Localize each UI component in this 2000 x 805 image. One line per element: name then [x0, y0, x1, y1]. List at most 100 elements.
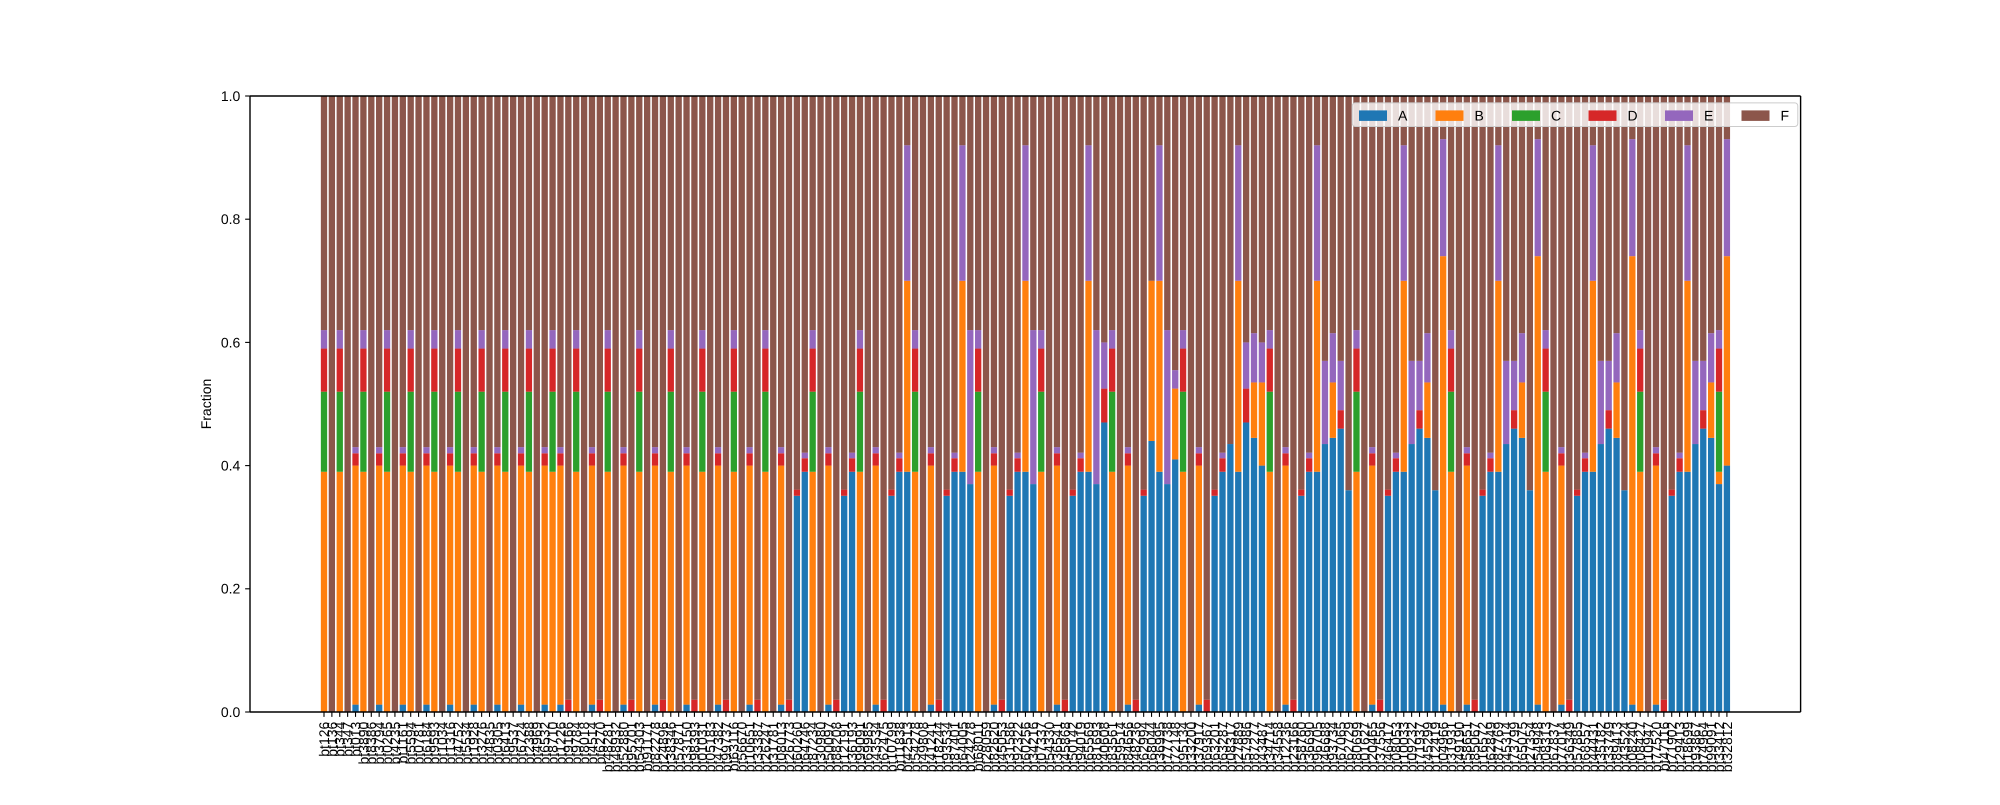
svg-text:bt36541: bt36541	[1049, 721, 1065, 772]
svg-text:bt50142: bt50142	[1065, 721, 1081, 772]
svg-text:bt45053: bt45053	[994, 721, 1010, 772]
svg-text:bt54330: bt54330	[1041, 721, 1057, 772]
svg-text:bt32812: bt32812	[1719, 721, 1735, 772]
svg-text:bt87234: bt87234	[805, 721, 821, 772]
svg-text:A: A	[1398, 108, 1408, 124]
svg-text:bt94019: bt94019	[1073, 721, 1089, 772]
svg-text:bt82620: bt82620	[986, 721, 1002, 772]
svg-text:bt6184: bt6184	[418, 721, 434, 764]
svg-text:bt49190: bt49190	[1451, 721, 1467, 772]
svg-text:bt99091: bt99091	[1703, 721, 1719, 772]
svg-text:bt24278: bt24278	[962, 721, 978, 772]
svg-text:bt6724: bt6724	[513, 721, 529, 764]
svg-text:bt08313: bt08313	[1538, 721, 1554, 772]
svg-text:bt10651: bt10651	[742, 721, 758, 772]
svg-text:bt63201: bt63201	[1207, 721, 1223, 772]
svg-text:bt93534: bt93534	[939, 721, 955, 772]
svg-text:bt49808: bt49808	[915, 721, 931, 772]
svg-text:bt6270: bt6270	[592, 721, 608, 764]
svg-text:bt65075: bt65075	[1514, 721, 1530, 772]
svg-text:bt34714: bt34714	[1262, 721, 1278, 772]
svg-text:bt33387: bt33387	[749, 721, 765, 772]
svg-text:D: D	[1628, 108, 1638, 124]
svg-text:bt30980: bt30980	[812, 721, 828, 772]
svg-text:bt12191: bt12191	[836, 721, 852, 772]
svg-text:bt59514: bt59514	[1112, 721, 1128, 772]
svg-text:bt95701: bt95701	[623, 721, 639, 772]
svg-text:bt47382: bt47382	[710, 721, 726, 772]
svg-text:bt4752: bt4752	[450, 721, 466, 764]
svg-text:bt344: bt344	[332, 721, 348, 756]
svg-text:bt45299: bt45299	[1419, 721, 1435, 772]
svg-text:bt27889: bt27889	[1230, 721, 1246, 772]
svg-text:bt52880: bt52880	[615, 721, 631, 772]
svg-text:bt87401: bt87401	[946, 721, 962, 772]
svg-text:bt18244: bt18244	[931, 721, 947, 772]
svg-text:bt62729: bt62729	[1340, 721, 1356, 772]
svg-text:bt37556: bt37556	[1372, 721, 1388, 772]
svg-text:bt31586: bt31586	[1002, 721, 1018, 772]
svg-text:bt1034: bt1034	[434, 721, 450, 764]
svg-text:bt136: bt136	[324, 721, 340, 756]
svg-text:F: F	[1781, 108, 1790, 124]
svg-text:bt71902: bt71902	[1664, 721, 1680, 772]
svg-text:bt54278: bt54278	[907, 721, 923, 772]
svg-text:bt99737: bt99737	[718, 721, 734, 772]
svg-text:bt77738: bt77738	[1159, 721, 1175, 772]
svg-text:bt47116: bt47116	[1656, 721, 1672, 771]
svg-text:bt8710: bt8710	[544, 721, 560, 764]
svg-text:bt60260: bt60260	[789, 721, 805, 772]
svg-text:bt26773: bt26773	[781, 721, 797, 772]
svg-text:bt08053: bt08053	[1388, 721, 1404, 772]
svg-text:bt71937: bt71937	[1411, 721, 1427, 772]
svg-text:bt11838: bt11838	[891, 721, 907, 771]
svg-text:bt23166: bt23166	[1285, 721, 1301, 772]
svg-text:bt9784: bt9784	[568, 721, 584, 764]
svg-text:bt98393: bt98393	[686, 721, 702, 772]
svg-text:bt63287: bt63287	[1214, 721, 1230, 772]
svg-text:bt04966: bt04966	[1435, 721, 1451, 772]
svg-text:Fraction: Fraction	[198, 379, 214, 430]
svg-text:bt28059: bt28059	[978, 721, 994, 772]
svg-text:bt77014: bt77014	[1553, 721, 1569, 772]
svg-text:bt126: bt126	[316, 721, 332, 756]
svg-text:0.6: 0.6	[221, 334, 241, 350]
svg-text:bt347: bt347	[340, 721, 356, 756]
svg-text:bt81693: bt81693	[1088, 721, 1104, 772]
svg-text:0.8: 0.8	[221, 211, 241, 227]
svg-text:bt91171: bt91171	[639, 721, 655, 771]
svg-text:bt1226: bt1226	[552, 721, 568, 764]
svg-text:bt6532: bt6532	[537, 721, 553, 764]
svg-text:bt73799: bt73799	[1506, 721, 1522, 772]
svg-text:bt69985: bt69985	[860, 721, 876, 772]
svg-text:bt3276: bt3276	[474, 721, 490, 764]
svg-text:bt88208: bt88208	[828, 721, 844, 772]
svg-text:bt65569: bt65569	[1080, 721, 1096, 772]
svg-text:1.0: 1.0	[221, 88, 241, 104]
svg-text:bt20465: bt20465	[1364, 721, 1380, 772]
svg-text:bt01627: bt01627	[1356, 721, 1372, 772]
svg-text:bt08240: bt08240	[1624, 721, 1640, 772]
svg-text:bt10799: bt10799	[883, 721, 899, 772]
svg-text:bt85067: bt85067	[1467, 721, 1483, 772]
svg-text:bt27354: bt27354	[1522, 721, 1538, 772]
svg-text:bt48236: bt48236	[1128, 721, 1144, 772]
svg-text:bt8018: bt8018	[576, 721, 592, 764]
svg-text:bt43524: bt43524	[1616, 721, 1632, 772]
svg-text:bt92322: bt92322	[1009, 721, 1025, 772]
svg-text:bt5594: bt5594	[403, 721, 419, 764]
svg-text:bt0781: bt0781	[410, 721, 426, 764]
svg-text:bt62994: bt62994	[1136, 721, 1152, 772]
svg-text:bt33150: bt33150	[678, 721, 694, 772]
svg-text:bt3890: bt3890	[355, 721, 371, 764]
svg-text:bt44431: bt44431	[1585, 721, 1601, 772]
svg-text:bt83561: bt83561	[1104, 721, 1120, 772]
svg-text:bt99091: bt99091	[852, 721, 868, 772]
svg-text:bt50097: bt50097	[820, 721, 836, 772]
svg-text:bt74964: bt74964	[1695, 721, 1711, 772]
svg-text:bt0265: bt0265	[379, 721, 395, 764]
svg-text:bt82278: bt82278	[647, 721, 663, 772]
svg-text:bt08013: bt08013	[773, 721, 789, 772]
svg-text:bt9166: bt9166	[560, 721, 576, 764]
svg-text:bt9537: bt9537	[505, 721, 521, 764]
